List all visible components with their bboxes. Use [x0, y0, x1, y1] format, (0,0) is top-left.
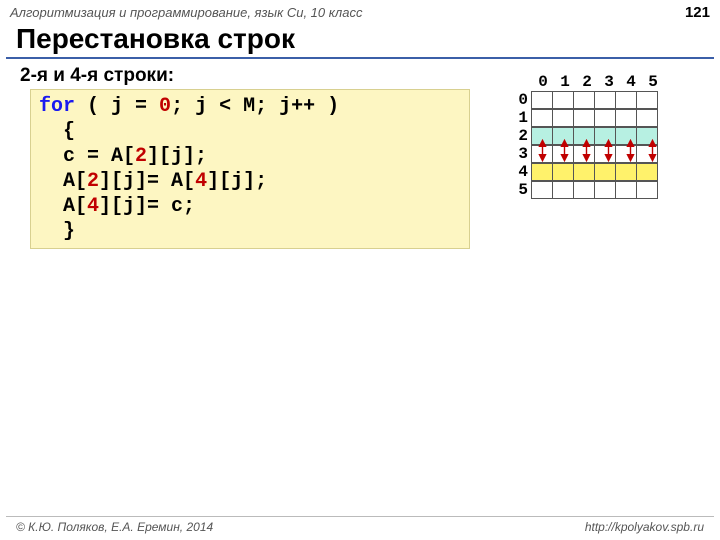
row-label: 4 [510, 163, 532, 181]
grid-cell [594, 109, 616, 127]
col-label: 0 [532, 73, 554, 91]
grid-cell [594, 91, 616, 109]
course-label: Алгоритмизация и программирование, язык … [10, 5, 362, 20]
code-line-3: c = A[2][j]; [39, 144, 461, 169]
row-label: 5 [510, 181, 532, 199]
grid-cell [531, 91, 553, 109]
row-label: 2 [510, 127, 532, 145]
page-title: Перестановка строк [6, 23, 714, 59]
col-label: 4 [620, 73, 642, 91]
grid-row: 2 [510, 127, 664, 145]
grid-cell [615, 163, 637, 181]
grid-cell [552, 109, 574, 127]
code-block: for ( j = 0; j < M; j++ ) { c = A[2][j];… [30, 89, 470, 249]
grid-cell [552, 163, 574, 181]
code-line-1: for ( j = 0; j < M; j++ ) [39, 94, 461, 119]
grid-cell [531, 181, 553, 199]
grid-row: 3 [510, 145, 664, 163]
grid-row: 4 [510, 163, 664, 181]
grid-cell [594, 127, 616, 145]
grid-cell [573, 109, 595, 127]
code-line-4: A[2][j]= A[4][j]; [39, 169, 461, 194]
grid-cell [636, 109, 658, 127]
grid-cell [573, 127, 595, 145]
grid-cell [615, 127, 637, 145]
grid-cell [615, 91, 637, 109]
grid-cell [636, 91, 658, 109]
grid-cell [573, 145, 595, 163]
col-label: 1 [554, 73, 576, 91]
col-label: 3 [598, 73, 620, 91]
grid-cell [552, 91, 574, 109]
grid-row: 0 [510, 91, 664, 109]
grid-cell [594, 181, 616, 199]
grid-cell [573, 91, 595, 109]
matrix-diagram: 012345 012345 [510, 73, 664, 199]
grid-cell [636, 145, 658, 163]
footer-url: http://kpolyakov.spb.ru [585, 520, 704, 534]
copyright: © К.Ю. Поляков, Е.А. Еремин, 2014 [16, 520, 213, 534]
grid-cell [594, 163, 616, 181]
grid-cell [552, 181, 574, 199]
grid-cell [594, 145, 616, 163]
code-line-2: { [39, 119, 461, 144]
row-label: 0 [510, 91, 532, 109]
grid-cell [636, 163, 658, 181]
subtitle: 2-я и 4-я строки: [20, 65, 492, 87]
grid-cell [573, 163, 595, 181]
grid-cell [573, 181, 595, 199]
code-line-6: } [39, 219, 461, 244]
grid-cell [531, 109, 553, 127]
grid-cell [531, 163, 553, 181]
grid-cell [615, 109, 637, 127]
code-line-5: A[4][j]= c; [39, 194, 461, 219]
grid-cell [636, 127, 658, 145]
grid-cell [531, 127, 553, 145]
slide-number: 121 [685, 4, 710, 21]
row-label: 1 [510, 109, 532, 127]
grid-cell [636, 181, 658, 199]
grid-cell [552, 145, 574, 163]
grid-cell [615, 181, 637, 199]
col-label: 2 [576, 73, 598, 91]
grid-row: 1 [510, 109, 664, 127]
row-label: 3 [510, 145, 532, 163]
grid-cell [531, 145, 553, 163]
grid-row: 5 [510, 181, 664, 199]
grid-cell [615, 145, 637, 163]
col-label: 5 [642, 73, 664, 91]
grid-cell [552, 127, 574, 145]
